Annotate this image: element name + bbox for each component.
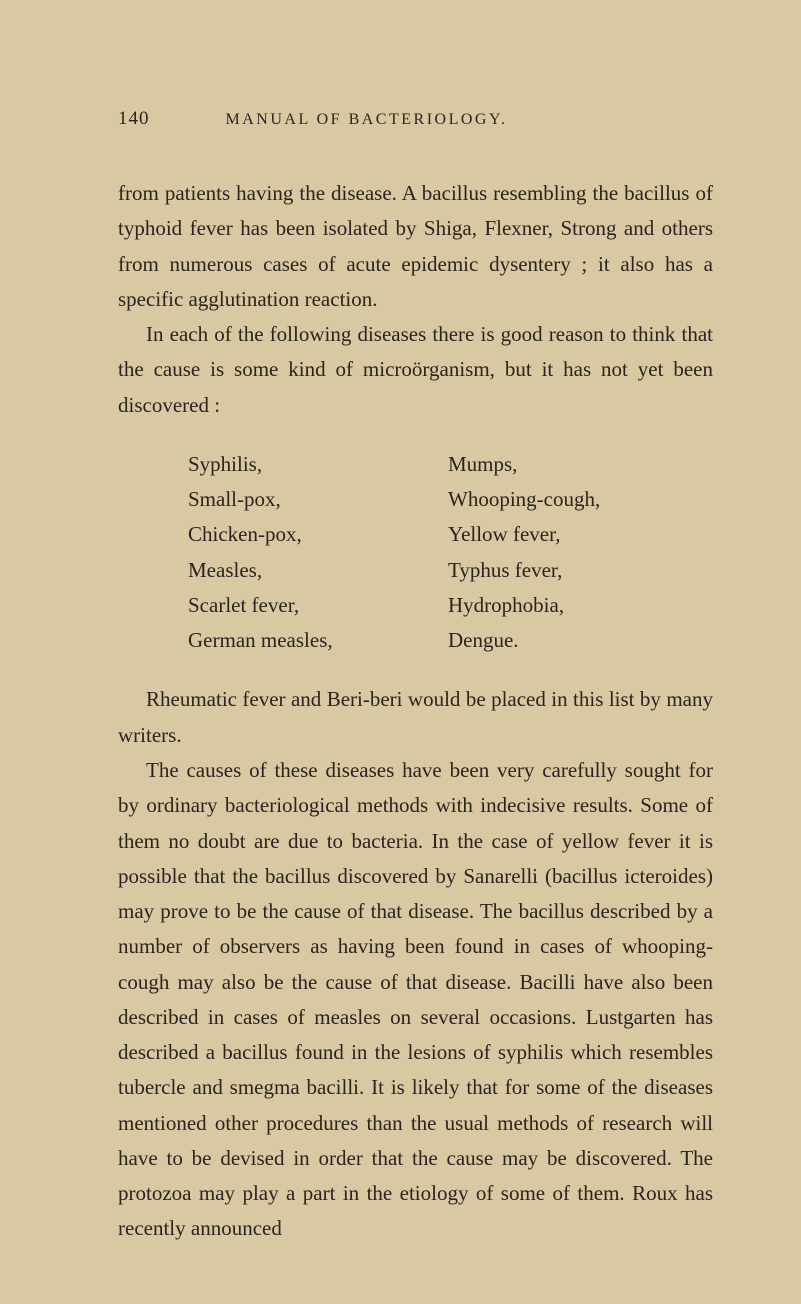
paragraph-2: In each of the following diseases there …: [118, 317, 713, 423]
disease-item: Yellow fever,: [448, 517, 708, 552]
body-text: from patients having the disease. A baci…: [118, 176, 713, 1247]
page-header: 140 MANUAL OF BACTERIOLOGY.: [118, 108, 713, 130]
paragraph-4: The causes of these diseases have been v…: [118, 753, 713, 1247]
paragraph-1: from patients having the disease. A baci…: [118, 176, 713, 317]
paragraph-3: Rheumatic fever and Beri-beri would be p…: [118, 682, 713, 753]
disease-item: Dengue.: [448, 623, 708, 658]
page-content: 140 MANUAL OF BACTERIOLOGY. from patient…: [0, 0, 801, 1287]
disease-item: Mumps,: [448, 447, 708, 482]
header-title: MANUAL OF BACTERIOLOGY.: [226, 111, 508, 129]
section-gap: [118, 672, 713, 682]
disease-column-left: Syphilis, Small-pox, Chicken-pox, Measle…: [188, 447, 448, 659]
disease-item: German measles,: [188, 623, 448, 658]
disease-item: Chicken-pox,: [188, 517, 448, 552]
disease-item: Typhus fever,: [448, 553, 708, 588]
section-gap: [118, 423, 713, 433]
disease-item: Measles,: [188, 553, 448, 588]
disease-column-right: Mumps, Whooping-cough, Yellow fever, Typ…: [448, 447, 708, 659]
disease-item: Small-pox,: [188, 482, 448, 517]
disease-item: Hydrophobia,: [448, 588, 708, 623]
disease-item: Syphilis,: [188, 447, 448, 482]
disease-list: Syphilis, Small-pox, Chicken-pox, Measle…: [118, 447, 713, 659]
page-number: 140: [118, 108, 150, 130]
disease-item: Scarlet fever,: [188, 588, 448, 623]
disease-item: Whooping-cough,: [448, 482, 708, 517]
